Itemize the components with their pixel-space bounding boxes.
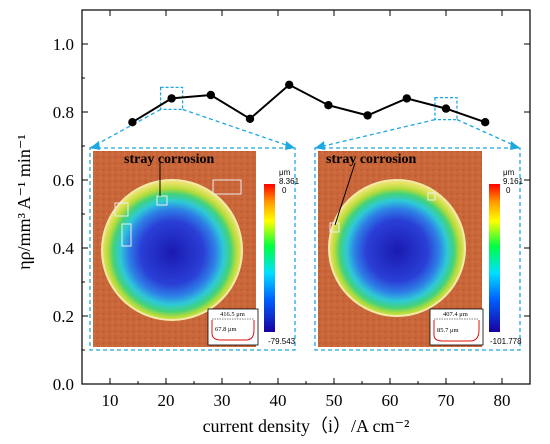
connector-arrow (90, 141, 100, 150)
x-tick-label: 60 (382, 391, 399, 410)
y-axis-title: ηρ/mm³ A⁻¹ min⁻¹ (14, 134, 34, 270)
y-tick-label: 0.6 (53, 171, 74, 190)
zoom-connectors (89, 86, 521, 150)
svg-text:416.5 μm: 416.5 μm (220, 311, 245, 318)
svg-text:8.361: 8.361 (279, 177, 300, 186)
inset-left-label: stray corrosion (124, 152, 215, 167)
data-point (245, 114, 255, 124)
x-tick-label: 20 (158, 391, 175, 410)
y-tick-label: 0.0 (53, 375, 74, 394)
x-tick-label: 30 (214, 391, 231, 410)
x-tick-label: 70 (438, 391, 455, 410)
connector-line (89, 108, 161, 149)
x-tick-label: 50 (326, 391, 343, 410)
data-point (324, 101, 333, 110)
inset-left-pit (101, 179, 243, 321)
y-tick-label: 0.8 (53, 103, 74, 122)
data-point (128, 118, 137, 127)
data-point (285, 80, 294, 90)
inset-right-colorbar (489, 184, 500, 332)
series-polyline (131, 83, 486, 124)
highlight-box (434, 96, 458, 121)
series-line (128, 80, 490, 127)
x-tick-label: 80 (494, 391, 511, 410)
inset-right-label: stray corrosion (326, 152, 417, 167)
inset-right-profile (429, 308, 484, 346)
inset-right: stray corrosion μm 9.161 0 -101.778 407.… (314, 147, 524, 351)
svg-text:67.8 μm: 67.8 μm (215, 326, 237, 333)
inset-left: stray corrosion μm 8.361 0 -79.543 416.5… (89, 147, 300, 351)
svg-text:μm: μm (503, 168, 515, 177)
data-point (441, 104, 451, 113)
svg-text:-79.543: -79.543 (268, 337, 296, 346)
data-point (167, 94, 176, 103)
y-axis-ticks: 0.0 0.2 0.4 0.6 0.8 1.0 (53, 35, 530, 394)
svg-text:85.7 μm: 85.7 μm (437, 327, 459, 334)
inset-left-colorbar (264, 184, 275, 332)
connector-line (314, 118, 436, 149)
svg-text:407.4 μm: 407.4 μm (443, 311, 468, 318)
data-point (363, 111, 372, 120)
x-tick-label: 40 (270, 391, 287, 410)
inset-right-pit (328, 179, 466, 317)
svg-text:μm: μm (279, 168, 291, 177)
svg-text:-101.778: -101.778 (490, 337, 522, 346)
data-point (402, 94, 411, 103)
connector-arrow (285, 141, 295, 150)
y-tick-label: 0.4 (53, 239, 75, 258)
y-tick-label: 0.2 (53, 307, 74, 326)
data-point (206, 90, 215, 100)
svg-text:0: 0 (282, 186, 287, 195)
svg-text:0: 0 (506, 186, 511, 195)
x-tick-label: 10 (102, 391, 119, 410)
x-axis-ticks: 10 20 30 40 50 60 70 80 (102, 10, 511, 410)
connector-line (456, 119, 521, 149)
x-axis-title: current density（i）/A cm⁻² (203, 416, 410, 436)
y-tick-label: 1.0 (53, 35, 74, 54)
connector-arrow (510, 141, 520, 150)
svg-text:9.161: 9.161 (503, 177, 524, 186)
connector-line (182, 108, 296, 149)
connector-arrow (315, 141, 325, 150)
data-point (481, 118, 490, 127)
